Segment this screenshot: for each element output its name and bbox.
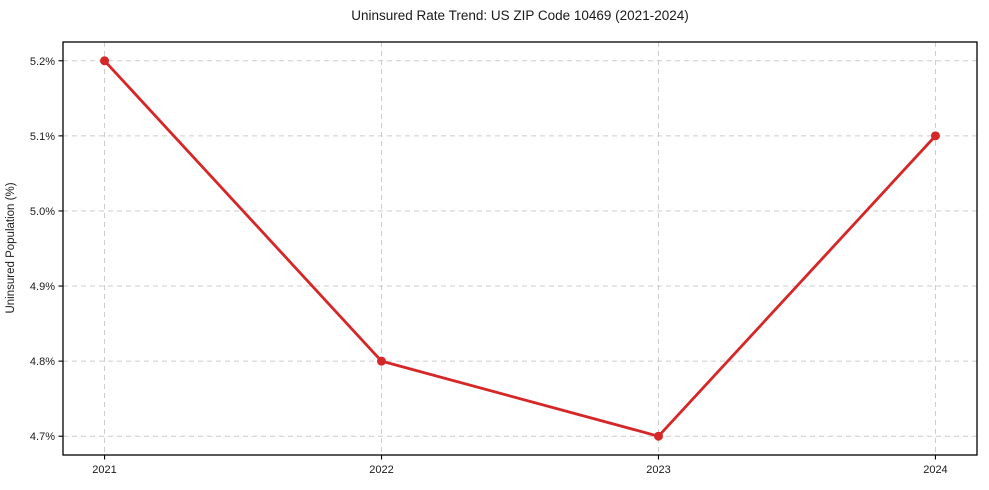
gridlines	[63, 42, 977, 455]
y-tick-label: 5.0%	[30, 206, 55, 218]
x-tick-label: 2021	[92, 464, 116, 476]
y-tick-label: 4.8%	[30, 356, 55, 368]
data-point	[100, 56, 110, 66]
y-tick-labels: 4.7% 4.8% 4.9% 5.0% 5.1% 5.2%	[30, 56, 55, 443]
trend-line	[103, 59, 937, 438]
y-tick-label: 5.2%	[30, 56, 55, 68]
x-tick-label: 2023	[646, 464, 670, 476]
y-axis-label: Uninsured Population (%)	[5, 182, 17, 313]
x-tick-label: 2024	[923, 464, 947, 476]
x-tick-label: 2022	[369, 464, 393, 476]
data-point	[377, 356, 387, 366]
y-tick-label: 4.9%	[30, 281, 55, 293]
axis-ticks	[58, 60, 937, 460]
x-tick-labels: 2021 2022 2023 2024	[92, 464, 947, 476]
plot-border	[62, 41, 978, 456]
chart-title: Uninsured Rate Trend: US ZIP Code 10469 …	[351, 8, 688, 23]
data-point	[930, 131, 940, 141]
data-point	[653, 431, 663, 441]
data-series	[100, 56, 940, 441]
y-tick-label: 4.7%	[30, 431, 55, 443]
y-tick-label: 5.1%	[30, 131, 55, 143]
